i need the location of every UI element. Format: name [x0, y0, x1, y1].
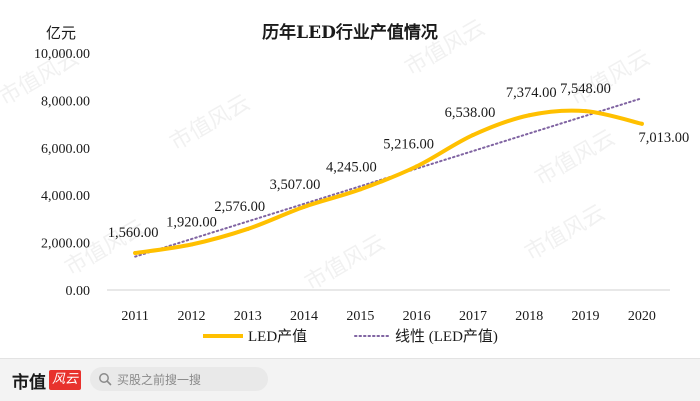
x-tick-label: 2011 — [121, 309, 148, 324]
x-tick-label: 2014 — [290, 309, 318, 324]
series-line-led — [133, 108, 644, 256]
search-icon — [99, 373, 112, 386]
data-label: 7,548.00 — [560, 81, 611, 97]
x-tick-label: 2012 — [177, 309, 205, 324]
y-tick-label: 0.00 — [66, 284, 91, 299]
data-label: 1,560.00 — [108, 225, 159, 241]
legend-label-led: LED产值 — [248, 328, 307, 345]
y-tick-label: 10,000.00 — [34, 47, 90, 62]
x-tick-label: 2017 — [459, 309, 487, 324]
data-point — [470, 133, 475, 138]
x-tick-label: 2018 — [515, 309, 543, 324]
x-tick-label: 2013 — [234, 309, 262, 324]
footer-bar: 市值 风云 买股之前搜一搜 — [0, 358, 700, 401]
legend-label-trendline: 线性 (LED产值) — [395, 328, 498, 345]
data-label: 5,216.00 — [383, 136, 434, 152]
data-label: 7,013.00 — [638, 130, 689, 146]
chart-card: 市值风云 市值风云 市值风云 市值风云 市值风云 市值风云 市值风云 市值风云 … — [0, 15, 690, 345]
data-label: 1,920.00 — [166, 214, 217, 230]
data-label: 3,507.00 — [270, 177, 321, 193]
chart-title: 历年LED行业产值情况 — [262, 22, 438, 43]
y-tick-label: 8,000.00 — [41, 94, 90, 109]
data-point — [245, 226, 250, 231]
x-tick-label: 2019 — [572, 309, 600, 324]
search-placeholder: 买股之前搜一搜 — [117, 372, 202, 387]
data-label: 4,245.00 — [326, 159, 377, 175]
data-label: 6,538.00 — [445, 105, 496, 121]
data-label: 2,576.00 — [214, 199, 265, 215]
brand-logo: 市值 风云 — [12, 368, 82, 393]
data-point — [639, 121, 644, 126]
brand-badge: 风云 — [49, 370, 82, 390]
y-axis-label: 亿元 — [46, 24, 76, 42]
x-tick-label: 2015 — [346, 309, 374, 324]
y-tick-label: 4,000.00 — [41, 189, 90, 204]
data-point — [358, 187, 363, 192]
data-point — [583, 109, 588, 114]
data-point — [189, 242, 194, 247]
data-point — [133, 251, 138, 256]
search-box[interactable]: 买股之前搜一搜 — [90, 367, 268, 391]
data-label: 7,374.00 — [506, 85, 557, 101]
brand-name: 市值 — [12, 372, 46, 393]
data-point — [414, 164, 419, 169]
data-point — [302, 204, 307, 209]
line-chart: 历年LED行业产值情况 亿元 0.00 2,000.00 4,000.00 6,000.0… — [34, 22, 689, 345]
x-tick-label: 2020 — [628, 309, 656, 324]
y-tick-label: 2,000.00 — [41, 237, 90, 252]
data-point — [527, 113, 532, 118]
y-tick-label: 6,000.00 — [41, 142, 90, 157]
x-tick-label: 2016 — [403, 309, 431, 324]
